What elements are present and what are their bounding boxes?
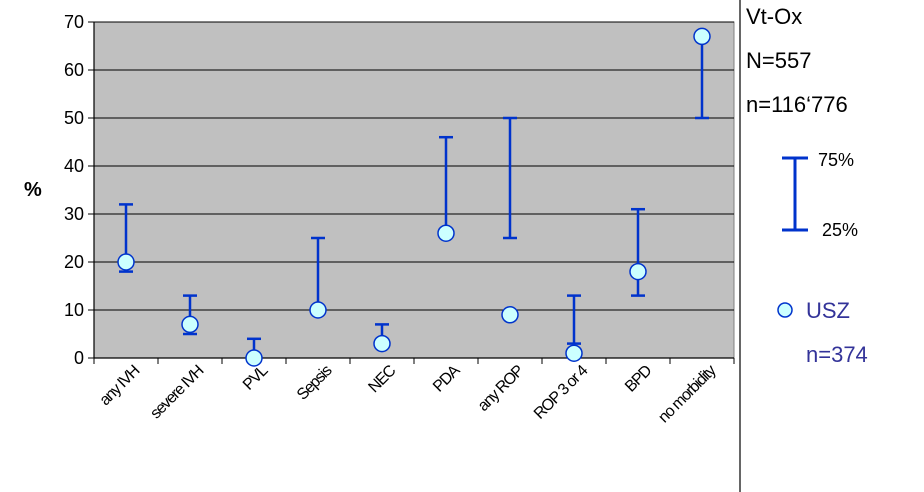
legend-range-icon: [782, 156, 808, 232]
legend-n: n=116‘776: [746, 92, 848, 117]
usz-point: [437, 224, 455, 242]
y-tick-label: 20: [64, 252, 84, 272]
x-tick-label: NEC: [365, 362, 399, 396]
gridlines: [94, 21, 734, 311]
y-tick-label: 0: [74, 348, 84, 368]
legend-75-label: 75%: [818, 150, 854, 170]
x-tick-label: ROP 3 or 4: [531, 362, 592, 423]
y-axis-label: %: [24, 179, 42, 201]
y-tick-label: 50: [64, 108, 84, 128]
y-tick-label: 10: [64, 300, 84, 320]
y-axis-ticks: 0 10 20 30 40 50 60 70: [64, 12, 94, 368]
x-tick-label: any IVH: [97, 362, 144, 409]
legend-usz-label: USZ: [806, 298, 850, 323]
x-tick-label: BPD: [622, 362, 655, 395]
usz-point: [181, 315, 199, 334]
legend-title: Vt-Ox: [746, 4, 802, 29]
usz-point: [309, 301, 327, 319]
x-tick-label: PDA: [430, 362, 464, 396]
x-tick-label: any ROP: [475, 362, 527, 414]
legend-usz-marker: [777, 302, 793, 318]
y-tick-label: 70: [64, 12, 84, 32]
plot-area: [93, 21, 735, 359]
y-tick-label: 30: [64, 204, 84, 224]
x-tick-label: Sepsis: [294, 362, 336, 404]
usz-points: [117, 27, 711, 367]
usz-point: [245, 349, 263, 367]
usz-point: [373, 334, 391, 353]
x-tick-label: severe IVH: [147, 362, 207, 422]
legend-N: N=557: [746, 48, 811, 73]
x-tick-label: PVL: [240, 362, 272, 394]
x-tick-label: no morbidity: [655, 362, 719, 426]
usz-point: [693, 27, 711, 46]
y-tick-label: 60: [64, 60, 84, 80]
usz-point: [629, 262, 647, 281]
usz-point: [117, 253, 135, 271]
legend-25-label: 25%: [822, 220, 858, 240]
usz-point: [565, 344, 583, 362]
usz-point: [501, 306, 519, 324]
legend-usz-n: n=374: [806, 342, 868, 367]
y-tick-label: 40: [64, 156, 84, 176]
